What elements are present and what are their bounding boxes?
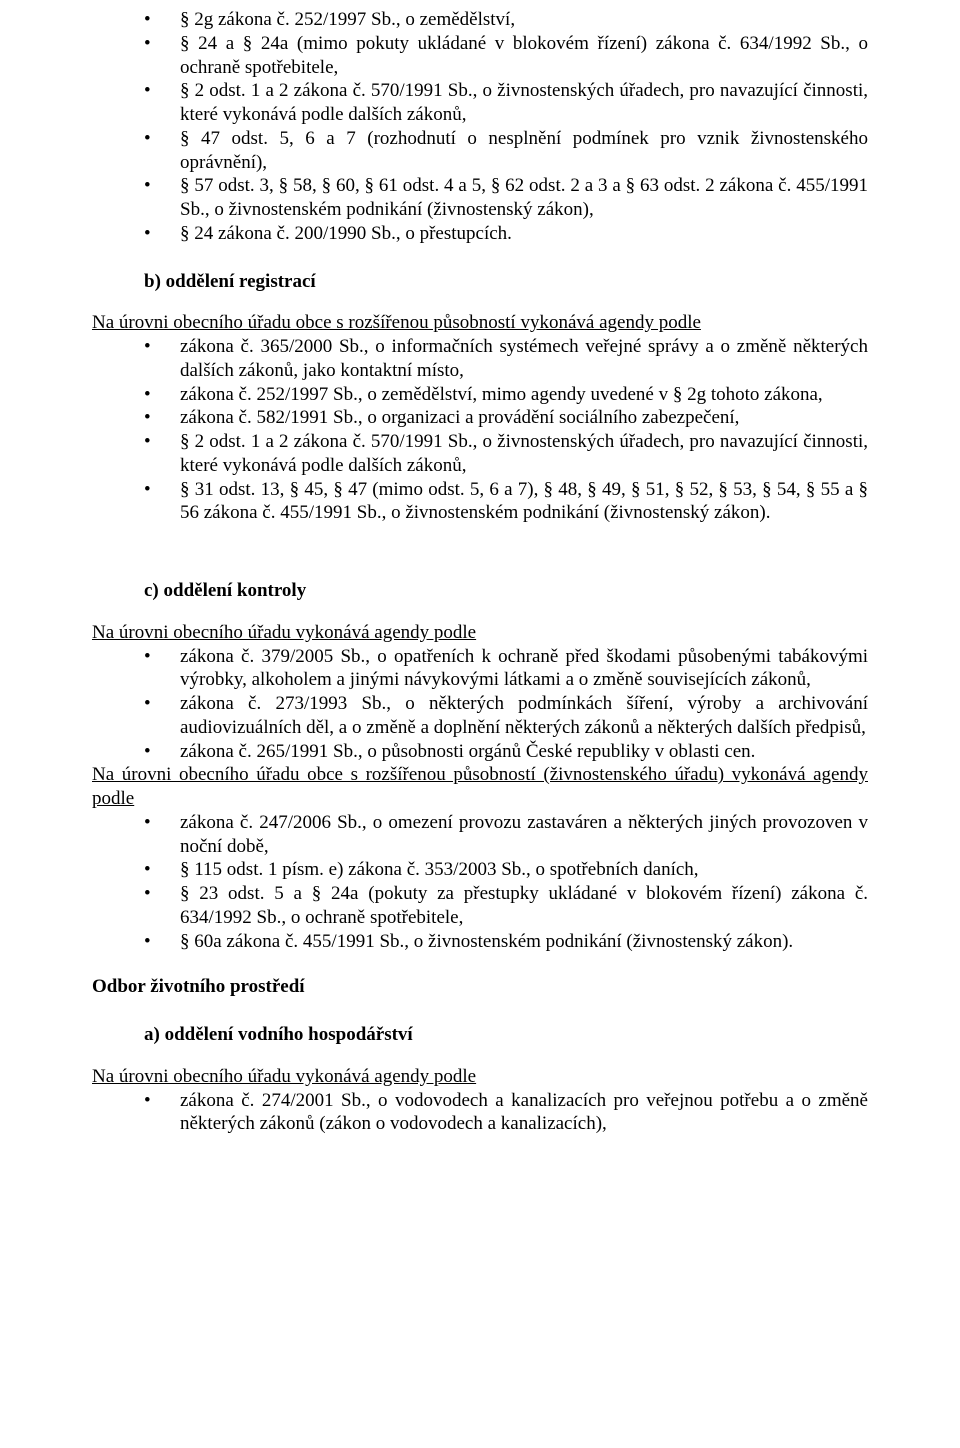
list-item: § 31 odst. 13, § 45, § 47 (mimo odst. 5,… [144,478,868,526]
heading-b: b) oddělení registrací [144,270,868,294]
list-item: § 2 odst. 1 a 2 zákona č. 570/1991 Sb., … [144,79,868,127]
list-env: zákona č. 274/2001 Sb., o vodovodech a k… [92,1089,868,1137]
list-item: zákona č. 582/1991 Sb., o organizaci a p… [144,406,868,430]
list-item: zákona č. 252/1997 Sb., o zemědělství, m… [144,383,868,407]
list-item: § 2 odst. 1 a 2 zákona č. 570/1991 Sb., … [144,430,868,478]
heading-c: c) oddělení kontroly [144,579,868,603]
list-item: zákona č. 273/1993 Sb., o některých podm… [144,692,868,740]
list-item: zákona č. 247/2006 Sb., o omezení provoz… [144,811,868,859]
list-item: § 24 zákona č. 200/1990 Sb., o přestupcí… [144,222,868,246]
list-item: § 47 odst. 5, 6 a 7 (rozhodnutí o nespln… [144,127,868,175]
list-item: § 60a zákona č. 455/1991 Sb., o živnoste… [144,930,868,954]
list-b: zákona č. 365/2000 Sb., o informačních s… [92,335,868,525]
list-item: § 23 odst. 5 a § 24a (pokuty za přestupk… [144,882,868,930]
list-c1: zákona č. 379/2005 Sb., o opatřeních k o… [92,645,868,764]
list-item: § 2g zákona č. 252/1997 Sb., o zemědělst… [144,8,868,32]
list-c2: zákona č. 247/2006 Sb., o omezení provoz… [92,811,868,954]
intro-env: Na úrovni obecního úřadu vykonává agendy… [92,1065,868,1089]
heading-env-a: a) oddělení vodního hospodářství [144,1023,868,1047]
intro-c2: Na úrovni obecního úřadu obce s rozšířen… [92,764,868,809]
intro-b: Na úrovni obecního úřadu obce s rozšířen… [92,311,868,335]
list-a: § 2g zákona č. 252/1997 Sb., o zemědělst… [92,8,868,246]
list-item: zákona č. 379/2005 Sb., o opatřeních k o… [144,645,868,693]
list-item: § 115 odst. 1 písm. e) zákona č. 353/200… [144,858,868,882]
list-item: § 57 odst. 3, § 58, § 60, § 61 odst. 4 a… [144,174,868,222]
section-title-env: Odbor životního prostředí [92,975,868,999]
intro-c1: Na úrovni obecního úřadu vykonává agendy… [92,621,868,645]
list-item: zákona č. 265/1991 Sb., o působnosti org… [144,740,868,764]
list-item: § 24 a § 24a (mimo pokuty ukládané v blo… [144,32,868,80]
list-item: zákona č. 274/2001 Sb., o vodovodech a k… [144,1089,868,1137]
list-item: zákona č. 365/2000 Sb., o informačních s… [144,335,868,383]
